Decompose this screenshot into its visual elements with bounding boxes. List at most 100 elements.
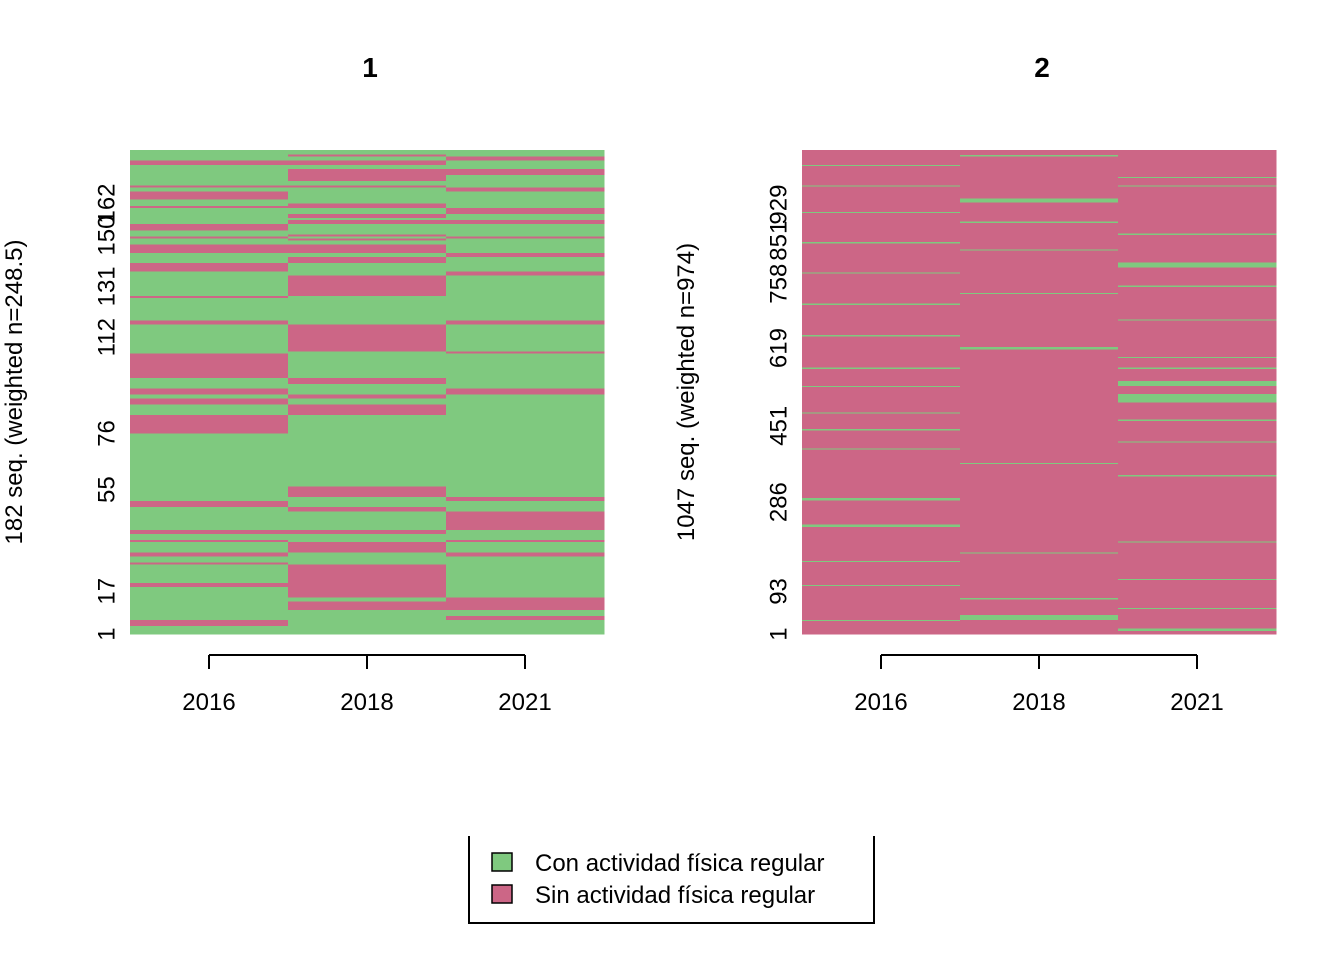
- y-tick-label: 451: [765, 406, 792, 446]
- sequence-cell: [1118, 304, 1277, 320]
- sequence-cell: [288, 244, 447, 253]
- sequence-cell: [802, 542, 961, 553]
- sequence-cell: [802, 475, 961, 499]
- sequence-cell: [130, 262, 289, 272]
- sequence-cell: [1118, 597, 1277, 600]
- sequence-cell: [960, 614, 1119, 620]
- sequence-cell: [1118, 428, 1277, 431]
- sequence-cell: [802, 242, 961, 250]
- sequence-cell: [288, 238, 447, 241]
- sequence-cell: [288, 234, 447, 237]
- sequence-cell: [1118, 413, 1277, 420]
- sequence-cell: [802, 585, 961, 599]
- sequence-cell: [1118, 164, 1277, 167]
- sequence-cell: [960, 599, 1119, 608]
- y-tick-label: 150: [93, 216, 120, 256]
- sequence-cell: [960, 524, 1119, 527]
- sequence-cell: [130, 150, 289, 155]
- sequence-cell: [446, 180, 605, 186]
- sequence-cell: [446, 199, 605, 204]
- sequence-cell: [446, 154, 605, 157]
- sequence-cell: [960, 293, 1119, 304]
- sequence-cell: [130, 199, 289, 204]
- sequence-cell: [1118, 542, 1277, 553]
- sequence-cell: [288, 609, 447, 616]
- sequence-cell: [446, 486, 605, 497]
- sequence-cell: [802, 553, 961, 561]
- sequence-cell: [1118, 211, 1277, 214]
- sequence-cell: [960, 386, 1119, 395]
- sequence-cell: [802, 164, 961, 167]
- sequence-cell: [130, 217, 289, 221]
- legend-swatch-sin-actividad: [491, 884, 513, 904]
- sequence-cell: [802, 419, 961, 421]
- sequence-cell: [1118, 349, 1277, 357]
- sequence-cell: [802, 262, 961, 268]
- sequence-cell: [446, 353, 605, 379]
- sequence-cell: [960, 630, 1119, 635]
- sequence-cell: [960, 304, 1119, 320]
- sequence-cell: [960, 597, 1119, 600]
- legend: Con actividad física regular Sin activida…: [468, 836, 875, 924]
- sequence-cell: [960, 542, 1119, 553]
- sequence-cell: [960, 303, 1119, 305]
- sequence-cell: [446, 217, 605, 221]
- panel-1: 1 182 seq. (weighted n=248.5) 1 17 55 76 112 13…: [1, 52, 605, 716]
- sequence-cell: [802, 430, 961, 442]
- sequence-cell: [960, 262, 1119, 268]
- sequence-cell: [960, 419, 1119, 421]
- sequence-cell: [960, 551, 1119, 554]
- sequence-cell: [446, 238, 605, 241]
- sequence-cell: [1118, 448, 1277, 450]
- sequence-cell: [288, 387, 447, 395]
- sequence-cell: [960, 222, 1119, 234]
- sequence-cell: [130, 529, 289, 534]
- sequence-cell: [288, 174, 447, 182]
- sequence-cell: [130, 174, 289, 182]
- sequence-cell: [1118, 242, 1277, 250]
- sequence-cell: [802, 448, 961, 450]
- sequence-cell: [130, 271, 289, 276]
- sequence-cell: [1118, 419, 1277, 421]
- sequence-cell: [802, 428, 961, 431]
- sequence-cell: [802, 241, 961, 244]
- sequence-cell: [446, 240, 605, 245]
- sequence-cell: [1118, 449, 1277, 464]
- sequence-cell: [960, 430, 1119, 442]
- sequence-cell: [802, 233, 961, 235]
- sequence-cell: [1118, 346, 1277, 350]
- sequence-cell: [446, 150, 605, 155]
- sequence-cell: [1118, 285, 1277, 287]
- y-tick-label: 851: [765, 221, 792, 261]
- sequence-cell: [802, 497, 961, 501]
- sequence-cell: [288, 252, 447, 258]
- sequence-cell: [288, 205, 447, 208]
- sequence-cell: [802, 614, 961, 620]
- y-tick-label: 112: [93, 318, 120, 356]
- legend-swatch-con-actividad: [491, 852, 513, 872]
- sequence-cell: [288, 582, 447, 588]
- sequence-cell: [288, 262, 447, 272]
- sequence-cell: [288, 496, 447, 502]
- sequence-cell: [130, 203, 289, 206]
- sequence-cell: [960, 475, 1119, 499]
- sequence-cell: [130, 564, 289, 584]
- sequence-cell: [802, 561, 961, 579]
- x-tick-label: 2018: [340, 689, 393, 716]
- sequence-cell: [802, 630, 961, 635]
- sequence-cell: [288, 486, 447, 497]
- sequence-cell: [446, 174, 605, 182]
- sequence-cell: [288, 601, 447, 610]
- y-axis-label: 1047 seq. (weighted n=974): [673, 243, 700, 541]
- sequence-cell: [288, 168, 447, 176]
- sequence-cell: [288, 295, 447, 299]
- sequence-cell: [1118, 541, 1277, 543]
- sequence-cell: [130, 219, 289, 225]
- sequence-cell: [960, 619, 1119, 622]
- sequence-cell: [446, 275, 605, 297]
- sequence-cell: [802, 380, 961, 386]
- sequence-cell: [1118, 241, 1277, 244]
- y-tick-label: 93: [765, 578, 792, 605]
- sequence-cell: [1118, 248, 1277, 251]
- sequence-cell: [130, 156, 289, 161]
